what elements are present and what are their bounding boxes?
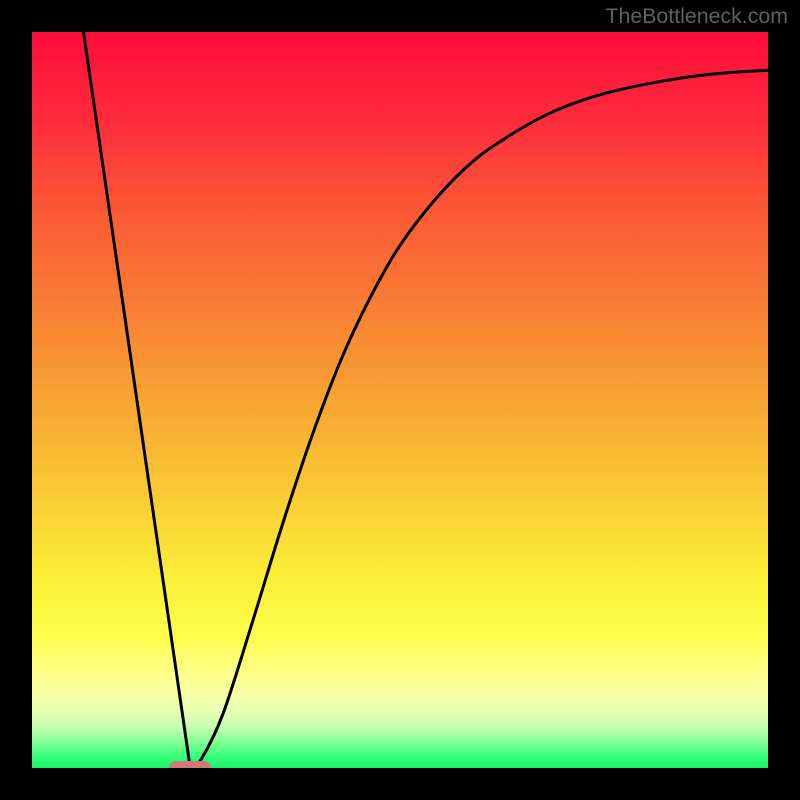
plot-area [32,32,768,768]
curve-left-segment [84,32,191,768]
curve-right-segment [190,70,768,768]
bottleneck-curve [32,32,768,768]
chart-container: TheBottleneck.com [0,0,800,800]
optimum-marker [169,761,211,768]
watermark-label: TheBottleneck.com [605,4,788,29]
